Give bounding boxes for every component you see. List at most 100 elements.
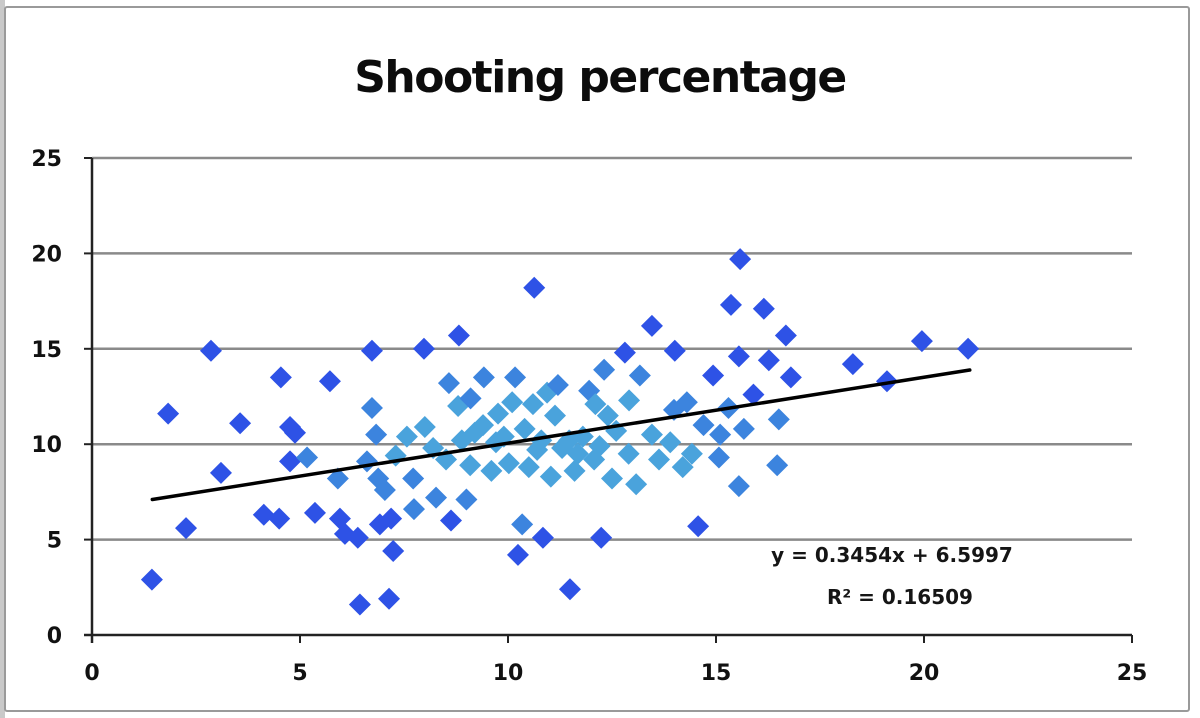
data-point-marker [767,408,790,431]
data-point-marker [875,370,898,393]
data-point-marker [675,391,698,414]
data-point-marker [588,435,611,458]
data-point-marker [530,429,553,452]
data-point-marker [521,393,544,416]
data-point-marker [601,467,623,490]
data-point-marker [348,593,371,616]
data-point-marker [732,417,755,440]
data-point-marker [742,383,765,406]
data-point-marker [380,507,403,530]
data-point-marker [692,414,715,437]
data-point-marker [590,526,613,549]
data-point-marker [497,452,520,475]
data-point-marker [395,425,418,448]
data-point-marker [504,366,527,389]
data-point-marker [209,461,232,484]
axes [84,157,1133,643]
data-point-marker [487,402,510,425]
data-point-marker [463,421,486,444]
data-point-marker [284,421,307,444]
y-tick-label: 25 [31,147,62,172]
data-point-marker [613,341,636,364]
data-point-marker [957,337,980,360]
data-point-marker [506,543,529,566]
data-point-marker [140,568,163,591]
left-edge-band [0,0,5,718]
data-point-marker [360,339,383,362]
chart-frame [4,6,1190,712]
data-point-marker [544,404,567,427]
data-point-marker [707,446,730,469]
data-point-marker [472,366,495,389]
data-point-marker [455,488,478,511]
data-point-marker [752,297,775,320]
x-tick-label: 0 [84,661,99,686]
trendline [150,368,972,502]
data-point-marker [617,442,640,465]
data-point-marker [517,456,540,479]
data-point-marker [268,507,291,530]
data-point-marker [719,293,742,316]
data-point-marker [459,454,482,477]
data-point-marker [563,459,586,482]
data-point-marker [551,437,574,460]
data-point-marker [480,459,503,482]
data-point-marker [558,578,581,601]
data-point-marker [671,456,694,479]
data-point-marker [680,442,703,465]
data-point-marker [365,423,388,446]
data-point-marker [269,366,292,389]
data-point-marker [523,276,546,299]
y-tick-label: 20 [31,242,62,267]
x-tick-label: 10 [493,661,524,686]
data-point-marker [531,526,554,549]
data-point-marker [727,345,750,368]
data-point-marker [709,423,732,446]
x-tick-label: 25 [1117,661,1148,686]
data-point-marker [373,478,396,501]
linear-trendline [150,368,972,502]
data-point-marker [729,248,752,271]
tick-labels: 0 5 10 15 20 25 0 5 10 15 20 25 [31,147,1147,686]
data-point-marker [593,358,616,381]
y-tick-label: 0 [47,624,62,649]
data-point-marker [326,467,349,490]
data-point-marker [303,501,326,524]
data-point-marker [501,391,524,414]
data-point-marker [402,467,425,490]
data-point-marker [779,366,802,389]
data-point-marker [459,387,482,410]
data-point-marker [382,540,405,563]
data-point-marker [702,364,725,387]
data-point-marker [511,513,534,536]
data-point-marker [296,446,319,469]
data-point-marker [447,324,470,347]
data-point-marker [841,353,864,376]
y-tick-label: 5 [47,529,62,554]
x-tick-label: 20 [909,661,940,686]
data-point-marker [425,486,448,509]
data-point-marker [659,431,682,454]
x-tick-label: 15 [701,661,732,686]
data-point-marker [766,454,789,477]
data-point-marker [596,404,619,427]
data-point-marker [318,370,341,393]
data-point-marker [175,517,198,540]
gridlines [92,156,1132,541]
data-point-marker [618,389,641,412]
data-point-marker [360,396,383,419]
data-point-marker [402,498,425,521]
data-point-marker [413,416,436,439]
data-point-marker [355,450,378,473]
data-point-marker [648,448,671,471]
data-point-marker [252,503,275,526]
chart-title: Shooting percentage [354,52,847,103]
data-point-marker [687,515,710,538]
y-tick-label: 10 [31,433,62,458]
data-point-marker [437,372,460,395]
x-tick-label: 5 [292,661,307,686]
data-point-marker [378,587,401,610]
data-point-marker [440,509,463,532]
data-point-marker [157,402,180,425]
